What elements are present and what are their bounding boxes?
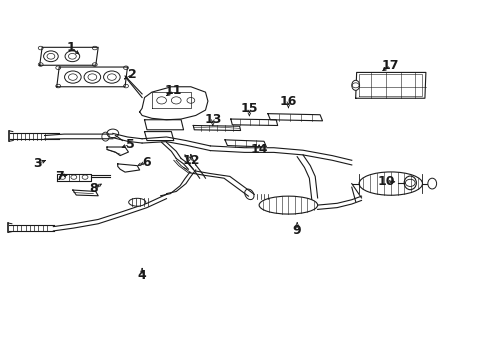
Polygon shape	[118, 164, 140, 172]
Ellipse shape	[351, 80, 359, 90]
Polygon shape	[144, 120, 183, 130]
Polygon shape	[355, 72, 425, 98]
Polygon shape	[224, 140, 266, 147]
Polygon shape	[144, 132, 173, 140]
Polygon shape	[40, 47, 98, 65]
Text: 10: 10	[376, 175, 394, 188]
Text: 11: 11	[165, 84, 182, 97]
Text: 5: 5	[125, 138, 134, 150]
Text: 12: 12	[182, 154, 199, 167]
Ellipse shape	[358, 172, 422, 195]
Polygon shape	[140, 87, 207, 120]
Text: 15: 15	[240, 102, 258, 115]
Text: 4: 4	[138, 269, 146, 282]
Polygon shape	[107, 147, 128, 156]
Ellipse shape	[128, 198, 145, 206]
Ellipse shape	[259, 196, 317, 214]
Polygon shape	[57, 67, 127, 87]
Text: 1: 1	[67, 41, 76, 54]
Ellipse shape	[404, 176, 415, 190]
Ellipse shape	[427, 178, 436, 189]
Text: 7: 7	[55, 170, 63, 183]
Text: 2: 2	[128, 68, 137, 81]
Text: 17: 17	[381, 59, 399, 72]
Text: 3: 3	[33, 157, 41, 170]
Polygon shape	[267, 114, 322, 121]
Text: 14: 14	[250, 143, 267, 156]
Text: 6: 6	[142, 156, 151, 168]
Text: 13: 13	[203, 113, 221, 126]
Text: 9: 9	[292, 224, 301, 237]
Polygon shape	[230, 119, 277, 126]
Text: 16: 16	[279, 95, 297, 108]
Polygon shape	[73, 190, 98, 196]
Polygon shape	[193, 126, 240, 131]
Text: 8: 8	[89, 183, 98, 195]
Polygon shape	[57, 174, 91, 181]
